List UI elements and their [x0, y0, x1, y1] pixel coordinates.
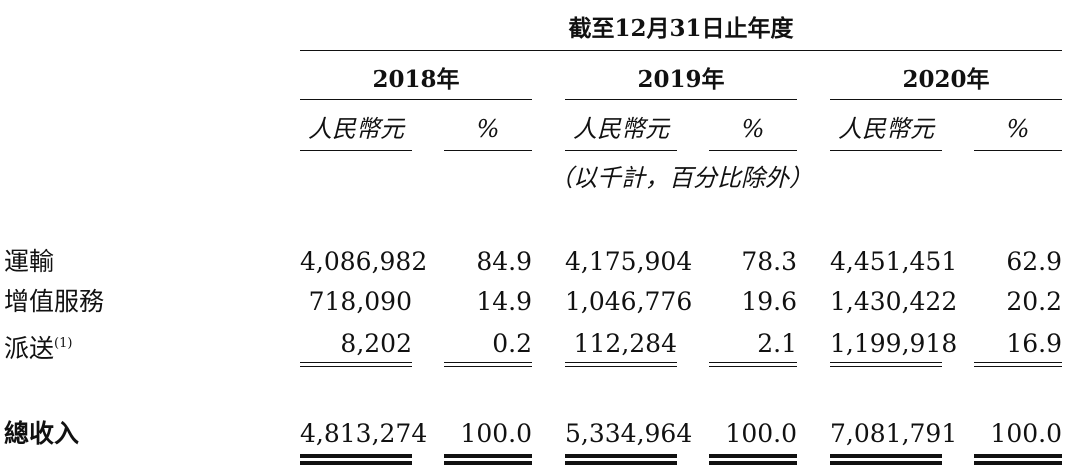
- cell-2020-amount: 1,199,918: [830, 329, 958, 358]
- total-label: 總收入: [4, 419, 80, 448]
- cell-2020-amount: 1,430,422: [830, 287, 958, 316]
- subtotal-rule: [974, 362, 1062, 363]
- total-rule: [830, 454, 942, 458]
- cell-2020-pct: 20.2: [1006, 287, 1062, 316]
- subtotal-rule: [565, 366, 677, 367]
- cell-2019-pct: 2.1: [757, 329, 797, 358]
- cell-2018-amount: 8,202: [340, 329, 412, 358]
- cell-2018-amount: 718,090: [308, 287, 412, 316]
- total-rule: [300, 454, 412, 458]
- subtotal-rule: [565, 362, 677, 363]
- subtotal-rule: [830, 362, 942, 363]
- col-rmb-2020: 人民幣元: [838, 115, 934, 143]
- cell-2018-amount: 4,086,982: [300, 247, 428, 276]
- cell-2020-pct: 16.9: [1006, 329, 1062, 358]
- cell-2019-pct: 19.6: [741, 287, 797, 316]
- sub-rule-rmb-2019: [565, 150, 677, 151]
- total-rule: [709, 454, 797, 458]
- col-pct-2020: %: [1006, 115, 1030, 143]
- total-rule: [974, 454, 1062, 458]
- period-header-rule: [300, 50, 1062, 51]
- subtotal-rule: [444, 366, 532, 367]
- total-2020-amount: 7,081,791: [830, 419, 958, 448]
- sub-rule-pct-2020: [974, 150, 1062, 151]
- year-rule-2020: [830, 99, 1062, 100]
- row-label-transport: 運輸: [4, 247, 55, 276]
- total-rule: [300, 461, 412, 465]
- subtotal-rule: [709, 362, 797, 363]
- total-rule: [444, 461, 532, 465]
- year-rule-2018: [300, 99, 532, 100]
- period-header: 截至12月31日止年度: [568, 15, 794, 42]
- cell-2018-pct: 14.9: [476, 287, 532, 316]
- cell-2019-amount: 112,284: [573, 329, 677, 358]
- total-2020-pct: 100.0: [990, 419, 1062, 448]
- col-rmb-2018: 人民幣元: [308, 115, 404, 143]
- col-pct-2018: %: [476, 115, 500, 143]
- subtotal-rule: [300, 362, 412, 363]
- col-rmb-2019: 人民幣元: [573, 115, 669, 143]
- subtotal-rule: [974, 366, 1062, 367]
- total-2018-pct: 100.0: [460, 419, 532, 448]
- subtotal-rule: [300, 366, 412, 367]
- total-2018-amount: 4,813,274: [300, 419, 428, 448]
- sub-rule-pct-2019: [709, 150, 797, 151]
- cell-2020-pct: 62.9: [1006, 247, 1062, 276]
- total-rule: [709, 461, 797, 465]
- total-rule: [565, 454, 677, 458]
- subtotal-rule: [444, 362, 532, 363]
- footnote-marker: (1): [54, 336, 73, 351]
- total-rule: [830, 461, 942, 465]
- row-label-delivery-text: 派送: [4, 334, 55, 363]
- subtotal-rule: [830, 366, 942, 367]
- sub-rule-pct-2018: [444, 150, 532, 151]
- subtotal-rule: [709, 366, 797, 367]
- cell-2019-amount: 4,175,904: [565, 247, 693, 276]
- cell-2020-amount: 4,451,451: [830, 247, 958, 276]
- year-header-2019: 2019年: [637, 66, 725, 93]
- row-label-value-added-services: 增值服務: [4, 287, 105, 316]
- cell-2019-amount: 1,046,776: [565, 287, 693, 316]
- total-2019-amount: 5,334,964: [565, 419, 693, 448]
- cell-2018-pct: 0.2: [492, 329, 532, 358]
- total-2019-pct: 100.0: [725, 419, 797, 448]
- unit-note: （以千計，百分比除外）: [549, 164, 813, 192]
- total-rule: [974, 461, 1062, 465]
- sub-rule-rmb-2020: [830, 150, 942, 151]
- year-rule-2019: [565, 99, 797, 100]
- year-header-2020: 2020年: [902, 66, 990, 93]
- total-rule: [444, 454, 532, 458]
- cell-2018-pct: 84.9: [476, 247, 532, 276]
- col-pct-2019: %: [741, 115, 765, 143]
- year-header-2018: 2018年: [372, 66, 460, 93]
- row-label-delivery: 派送(1): [4, 329, 72, 364]
- total-rule: [565, 461, 677, 465]
- sub-rule-rmb-2018: [300, 150, 412, 151]
- cell-2019-pct: 78.3: [741, 247, 797, 276]
